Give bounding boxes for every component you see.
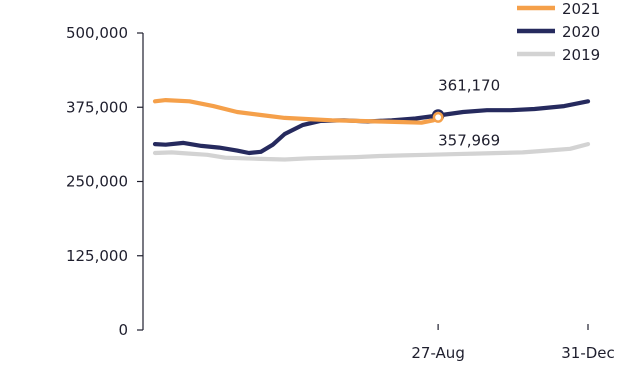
annotation-marker-2021 xyxy=(432,111,444,123)
legend-label-2019: 2019 xyxy=(562,46,600,64)
y-tick-label: 0 xyxy=(118,321,128,339)
legend-label-2021: 2021 xyxy=(562,0,600,18)
y-tick-label: 375,000 xyxy=(66,98,128,116)
y-tick-label: 125,000 xyxy=(66,247,128,265)
x-tick-label: 31-Dec xyxy=(561,344,615,362)
y-tick-label: 500,000 xyxy=(66,24,128,42)
x-tick-label: 27-Aug xyxy=(411,344,464,362)
legend: 2021 2020 2019 xyxy=(517,0,600,64)
y-tick-label: 250,000 xyxy=(66,173,128,191)
annotation-label-2020: 361,170 xyxy=(438,76,500,94)
series-layer xyxy=(152,98,591,162)
legend-label-2020: 2020 xyxy=(562,23,600,41)
axes: 0 125,000 250,000 375,000 500,000 27-Aug 31-De… xyxy=(66,24,615,362)
annotation-label-2021: 357,969 xyxy=(438,131,500,149)
annotation-layer: 361,170 357,969 xyxy=(431,76,500,149)
series-line-2019 xyxy=(152,142,591,162)
series-line-2021 xyxy=(152,98,441,125)
